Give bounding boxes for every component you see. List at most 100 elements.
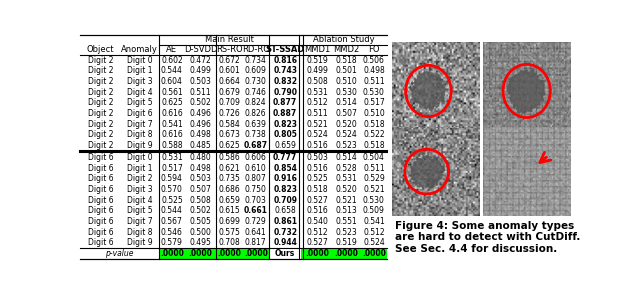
Text: 0.523: 0.523 [336, 141, 358, 150]
Text: 0.496: 0.496 [189, 109, 211, 118]
Text: 0.472: 0.472 [189, 56, 211, 65]
Bar [333, 248, 360, 259]
Text: 0.511: 0.511 [189, 88, 211, 97]
Text: 0.567: 0.567 [161, 217, 183, 226]
Text: Digit 2: Digit 2 [88, 88, 113, 97]
Text: Digit 9: Digit 9 [127, 141, 152, 150]
Text: 0.503: 0.503 [189, 174, 211, 183]
Text: .0000: .0000 [189, 249, 212, 258]
Text: Digit 3: Digit 3 [127, 77, 152, 86]
Text: 0.664: 0.664 [218, 77, 240, 86]
Text: 0.512: 0.512 [306, 98, 328, 107]
Text: Digit 9: Digit 9 [127, 238, 152, 247]
Text: 0.546: 0.546 [161, 228, 183, 237]
Text: 0.659: 0.659 [218, 196, 240, 205]
Text: 0.877: 0.877 [273, 98, 298, 107]
Text: RD-RO: RD-RO [242, 45, 269, 54]
Text: 0.521: 0.521 [306, 120, 328, 129]
Text: 0.518: 0.518 [363, 141, 385, 150]
Text: Digit 4: Digit 4 [127, 196, 152, 205]
Text: 0.750: 0.750 [245, 185, 267, 194]
Text: 0.519: 0.519 [336, 238, 358, 247]
Text: 0.524: 0.524 [336, 130, 358, 139]
Text: 0.531: 0.531 [336, 174, 358, 183]
Text: MMD1: MMD1 [304, 45, 330, 54]
Text: 0.529: 0.529 [363, 174, 385, 183]
Text: Digit 6: Digit 6 [88, 174, 113, 183]
Text: (b) Difficult with CutDiff: (b) Difficult with CutDiff [429, 147, 537, 156]
Text: Digit 2: Digit 2 [127, 174, 152, 183]
Text: 0.498: 0.498 [189, 164, 211, 173]
Text: 0.499: 0.499 [189, 66, 211, 75]
Text: 0.672: 0.672 [218, 56, 240, 65]
Text: 0.823: 0.823 [273, 185, 297, 194]
Text: 0.524: 0.524 [306, 130, 328, 139]
Text: 0.790: 0.790 [273, 88, 297, 97]
Text: Object: Object [87, 45, 115, 54]
Text: 0.807: 0.807 [245, 174, 267, 183]
Text: p-value: p-value [105, 249, 134, 258]
Text: .0000: .0000 [362, 249, 386, 258]
Text: 0.506: 0.506 [363, 56, 385, 65]
Text: 0.485: 0.485 [189, 141, 211, 150]
Text: 0.743: 0.743 [273, 66, 297, 75]
Text: Digit 2: Digit 2 [88, 66, 113, 75]
Text: Digit 2: Digit 2 [88, 77, 113, 86]
Text: 0.509: 0.509 [363, 206, 385, 215]
Text: Digit 2: Digit 2 [88, 141, 113, 150]
Text: 0.673: 0.673 [218, 130, 240, 139]
Text: Figure 4: Some anomaly types
are hard to detect with CutDiff.
See Sec. 4.4 for d: Figure 4: Some anomaly types are hard to… [396, 221, 580, 254]
Text: 0.586: 0.586 [218, 153, 240, 162]
Text: 0.703: 0.703 [245, 196, 267, 205]
Text: 0.616: 0.616 [161, 130, 183, 139]
Text: 0.579: 0.579 [161, 238, 183, 247]
Text: Digit 2: Digit 2 [88, 98, 113, 107]
Text: 0.518: 0.518 [336, 56, 357, 65]
Text: 0.699: 0.699 [218, 217, 240, 226]
Text: 0.687: 0.687 [244, 141, 268, 150]
Text: Main Result: Main Result [205, 36, 254, 45]
Text: 0.520: 0.520 [336, 185, 358, 194]
Text: Digit 1: Digit 1 [127, 164, 152, 173]
Bar [301, 248, 333, 259]
Text: 0.621: 0.621 [218, 164, 240, 173]
Text: 0.686: 0.686 [218, 185, 240, 194]
Bar [360, 248, 387, 259]
Text: 0.575: 0.575 [218, 228, 240, 237]
Text: 0.609: 0.609 [245, 66, 267, 75]
Text: 0.588: 0.588 [161, 141, 182, 150]
Text: 0.504: 0.504 [363, 153, 385, 162]
Text: Digit 6: Digit 6 [88, 153, 113, 162]
Text: 0.523: 0.523 [336, 228, 358, 237]
Text: 0.805: 0.805 [273, 130, 297, 139]
Text: 0.516: 0.516 [306, 141, 328, 150]
Text: Digit 6: Digit 6 [88, 164, 113, 173]
Text: 0.570: 0.570 [161, 185, 183, 194]
Text: 0.823: 0.823 [273, 120, 297, 129]
Text: Digit 2: Digit 2 [88, 130, 113, 139]
Text: ST-SSAD: ST-SSAD [266, 45, 305, 54]
Text: 0.512: 0.512 [363, 228, 385, 237]
Text: 0.625: 0.625 [161, 98, 183, 107]
Text: 0.516: 0.516 [306, 206, 328, 215]
Text: 0.816: 0.816 [273, 56, 297, 65]
Text: .0000: .0000 [160, 249, 184, 258]
Text: 0.726: 0.726 [218, 109, 240, 118]
Text: 0.507: 0.507 [189, 185, 211, 194]
Text: 0.944: 0.944 [273, 238, 297, 247]
Text: 0.499: 0.499 [306, 66, 328, 75]
Text: 0.527: 0.527 [306, 196, 328, 205]
Text: 0.735: 0.735 [218, 174, 240, 183]
Text: Digit 6: Digit 6 [88, 238, 113, 247]
Text: 0.522: 0.522 [363, 130, 385, 139]
Text: 0.658: 0.658 [275, 206, 296, 215]
Text: 0.500: 0.500 [189, 228, 211, 237]
Text: Digit 6: Digit 6 [127, 109, 152, 118]
Text: Digit 8: Digit 8 [127, 228, 152, 237]
Bar [186, 248, 216, 259]
Text: 0.514: 0.514 [336, 153, 358, 162]
Text: 0.541: 0.541 [161, 120, 183, 129]
Text: 0.518: 0.518 [306, 185, 328, 194]
Text: AE: AE [166, 45, 177, 54]
Text: 0.495: 0.495 [189, 238, 211, 247]
